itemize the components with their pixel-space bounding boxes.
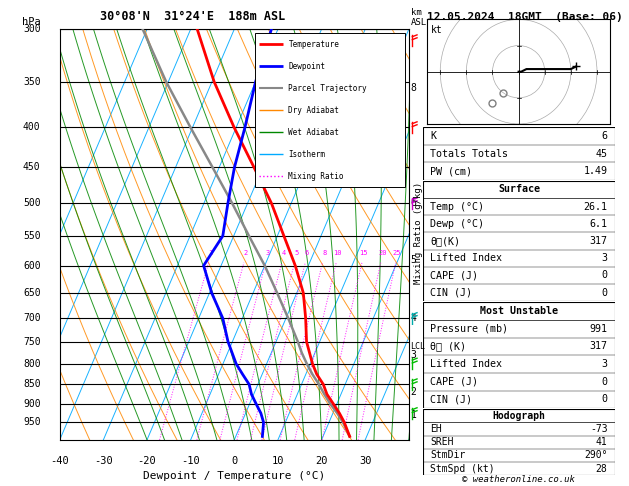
Text: EH: EH (430, 424, 442, 434)
Text: StmDir: StmDir (430, 451, 465, 460)
Text: 400: 400 (23, 122, 40, 132)
Text: 8: 8 (411, 84, 416, 93)
Text: StmSpd (kt): StmSpd (kt) (430, 464, 495, 474)
Text: 4: 4 (281, 250, 286, 256)
Text: hPa: hPa (22, 17, 40, 27)
Text: 1: 1 (411, 410, 416, 420)
Text: 550: 550 (23, 231, 40, 241)
Text: 15: 15 (359, 250, 368, 256)
Text: 6: 6 (305, 250, 309, 256)
Text: 600: 600 (23, 260, 40, 271)
Text: 25: 25 (393, 250, 401, 256)
Text: Lifted Index: Lifted Index (430, 253, 503, 263)
Text: 750: 750 (23, 337, 40, 347)
Text: 300: 300 (23, 24, 40, 34)
Text: 10: 10 (272, 456, 284, 466)
Text: 3: 3 (601, 359, 608, 369)
Text: 30: 30 (359, 456, 372, 466)
Text: 317: 317 (589, 342, 608, 351)
Text: 20: 20 (378, 250, 387, 256)
Text: Pressure (mb): Pressure (mb) (430, 324, 508, 334)
Text: LCL: LCL (411, 342, 426, 351)
Text: Isotherm: Isotherm (289, 150, 325, 159)
Text: 3: 3 (601, 253, 608, 263)
Text: 12.05.2024  18GMT  (Base: 06): 12.05.2024 18GMT (Base: 06) (427, 12, 623, 22)
Text: θᴇ (K): θᴇ (K) (430, 342, 466, 351)
Text: 28: 28 (596, 464, 608, 474)
Text: km
ASL: km ASL (411, 8, 426, 27)
Text: Mixing Ratio: Mixing Ratio (289, 172, 344, 181)
Text: 20: 20 (315, 456, 328, 466)
Text: 800: 800 (23, 359, 40, 369)
Text: θᴇ(K): θᴇ(K) (430, 236, 460, 246)
Text: CIN (J): CIN (J) (430, 288, 472, 298)
Text: Most Unstable: Most Unstable (480, 306, 558, 316)
Text: Dry Adiabat: Dry Adiabat (289, 106, 339, 115)
Text: Hodograph: Hodograph (493, 411, 545, 421)
Text: 30°08'N  31°24'E  188m ASL: 30°08'N 31°24'E 188m ASL (100, 10, 285, 23)
Text: 900: 900 (23, 399, 40, 409)
Text: Mixing Ratio (g/kg): Mixing Ratio (g/kg) (414, 182, 423, 284)
Text: CIN (J): CIN (J) (430, 395, 472, 404)
Text: 1.49: 1.49 (584, 166, 608, 176)
Text: CAPE (J): CAPE (J) (430, 271, 479, 280)
Text: 450: 450 (23, 162, 40, 173)
Text: Surface: Surface (498, 184, 540, 194)
Text: 991: 991 (589, 324, 608, 334)
Text: 2: 2 (411, 387, 416, 398)
Text: 317: 317 (589, 236, 608, 246)
Text: Dewpoint / Temperature (°C): Dewpoint / Temperature (°C) (143, 470, 325, 481)
Text: Temp (°C): Temp (°C) (430, 202, 484, 211)
Text: K: K (430, 131, 437, 141)
Text: Parcel Trajectory: Parcel Trajectory (289, 84, 367, 93)
Text: 850: 850 (23, 380, 40, 389)
Text: 290°: 290° (584, 451, 608, 460)
Text: 1: 1 (208, 250, 213, 256)
Text: Wet Adiabat: Wet Adiabat (289, 128, 339, 137)
Text: 700: 700 (23, 313, 40, 323)
Text: Dewp (°C): Dewp (°C) (430, 219, 484, 229)
Text: -10: -10 (181, 456, 200, 466)
Text: 6.1: 6.1 (589, 219, 608, 229)
Text: 2: 2 (243, 250, 248, 256)
Text: 41: 41 (596, 437, 608, 447)
Text: 3: 3 (411, 350, 416, 360)
Text: Dewpoint: Dewpoint (289, 62, 325, 71)
Text: 0: 0 (601, 377, 608, 387)
Text: -20: -20 (138, 456, 157, 466)
Text: CAPE (J): CAPE (J) (430, 377, 479, 387)
Text: 5: 5 (294, 250, 298, 256)
Text: 10: 10 (333, 250, 342, 256)
Text: -30: -30 (94, 456, 113, 466)
Text: 500: 500 (23, 198, 40, 208)
Text: 4: 4 (411, 313, 416, 323)
Bar (255, 33, 405, 187)
Text: 950: 950 (23, 417, 40, 427)
Text: -40: -40 (50, 456, 69, 466)
Text: 6: 6 (601, 131, 608, 141)
Text: 5: 5 (411, 255, 416, 265)
Text: 0: 0 (601, 271, 608, 280)
Text: Lifted Index: Lifted Index (430, 359, 503, 369)
Text: kt: kt (431, 25, 443, 35)
Text: 0: 0 (601, 288, 608, 298)
Text: Totals Totals: Totals Totals (430, 149, 508, 158)
Text: SREH: SREH (430, 437, 454, 447)
Text: 0: 0 (601, 395, 608, 404)
Text: © weatheronline.co.uk: © weatheronline.co.uk (462, 474, 576, 484)
Text: 6: 6 (411, 198, 416, 208)
Text: 3: 3 (265, 250, 270, 256)
Text: PW (cm): PW (cm) (430, 166, 472, 176)
Text: 45: 45 (596, 149, 608, 158)
Text: -73: -73 (590, 424, 608, 434)
Text: Temperature: Temperature (289, 40, 339, 49)
Text: 650: 650 (23, 288, 40, 298)
Text: 350: 350 (23, 77, 40, 87)
Text: 26.1: 26.1 (584, 202, 608, 211)
Text: 8: 8 (322, 250, 326, 256)
Text: 0: 0 (231, 456, 237, 466)
